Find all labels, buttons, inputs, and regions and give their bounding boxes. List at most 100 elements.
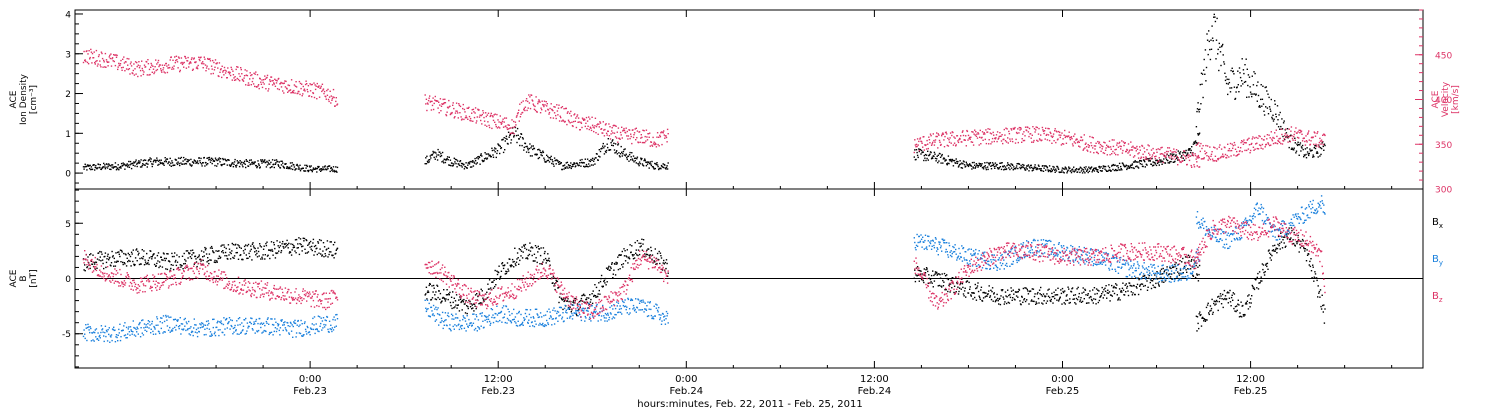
data-point (266, 77, 267, 78)
data-point (1166, 151, 1167, 152)
data-point (560, 117, 561, 118)
data-point (450, 165, 451, 166)
data-point (990, 295, 991, 296)
data-point (928, 274, 929, 275)
data-point (149, 159, 150, 160)
data-point (1111, 149, 1112, 150)
data-point (438, 154, 439, 155)
data-point (321, 240, 322, 241)
data-point (579, 162, 580, 163)
data-point (1204, 151, 1205, 152)
data-point (1088, 147, 1089, 148)
data-point (144, 264, 145, 265)
data-point (1112, 139, 1113, 140)
data-point (114, 258, 115, 259)
data-point (949, 291, 950, 292)
data-point (198, 57, 199, 58)
data-point (651, 165, 652, 166)
data-point (968, 292, 969, 293)
data-point (924, 158, 925, 159)
data-point (163, 253, 164, 254)
data-point (135, 257, 136, 258)
data-point (1086, 170, 1087, 171)
data-point (946, 159, 947, 160)
data-point (1080, 297, 1081, 298)
data-point (1170, 150, 1171, 151)
data-point (118, 169, 119, 170)
data-point (137, 251, 138, 252)
data-point (1315, 136, 1316, 137)
data-point (970, 137, 971, 138)
data-point (1148, 278, 1149, 279)
data-point (972, 142, 973, 143)
data-point (1072, 145, 1073, 146)
data-point (634, 132, 635, 133)
data-point (1222, 44, 1223, 45)
data-point (460, 106, 461, 107)
data-point (609, 126, 610, 127)
data-point (1109, 300, 1110, 301)
data-point (571, 122, 572, 123)
data-point (1046, 293, 1047, 294)
data-point (448, 100, 449, 101)
data-point (1057, 166, 1058, 167)
data-point (962, 132, 963, 133)
data-point (1277, 119, 1278, 120)
data-point (273, 164, 274, 165)
top-right-y-tick-label: 450 (1435, 51, 1452, 61)
data-point (665, 268, 666, 269)
data-point (1128, 151, 1129, 152)
data-point (517, 252, 518, 253)
data-point (1051, 293, 1052, 294)
data-point (230, 258, 231, 259)
data-point (274, 244, 275, 245)
data-point (621, 146, 622, 147)
data-point (668, 273, 669, 274)
data-point (311, 170, 312, 171)
data-point (1191, 165, 1192, 166)
data-point (180, 162, 181, 163)
data-point (620, 132, 621, 133)
data-point (511, 139, 512, 140)
data-point (569, 309, 570, 310)
data-point (1007, 162, 1008, 163)
data-point (213, 62, 214, 63)
data-point (622, 137, 623, 138)
data-point (162, 65, 163, 66)
data-point (129, 254, 130, 255)
data-point (254, 251, 255, 252)
data-point (1112, 295, 1113, 296)
data-point (1225, 154, 1226, 155)
data-point (1140, 163, 1141, 164)
data-point (247, 75, 248, 76)
data-point (454, 161, 455, 162)
data-point (1281, 241, 1282, 242)
data-point (509, 137, 510, 138)
data-point (660, 253, 661, 254)
data-point (254, 86, 255, 87)
data-point (153, 253, 154, 254)
data-point (964, 164, 965, 165)
data-point (1263, 272, 1264, 273)
data-point (1214, 16, 1215, 17)
data-point (291, 165, 292, 166)
data-point (521, 145, 522, 146)
data-point (624, 250, 625, 251)
top-right-axis-label-line: [km/s] (1451, 85, 1461, 114)
data-point (469, 301, 470, 302)
data-point (600, 278, 601, 279)
data-point (206, 253, 207, 254)
data-point (228, 160, 229, 161)
data-point (1098, 290, 1099, 291)
data-point (668, 133, 669, 134)
data-point (997, 131, 998, 132)
data-point (1216, 301, 1217, 302)
data-point (142, 165, 143, 166)
data-point (604, 129, 605, 130)
data-point (983, 297, 984, 298)
data-point (528, 152, 529, 153)
data-point (176, 59, 177, 60)
data-point (115, 65, 116, 66)
data-point (1007, 137, 1008, 138)
